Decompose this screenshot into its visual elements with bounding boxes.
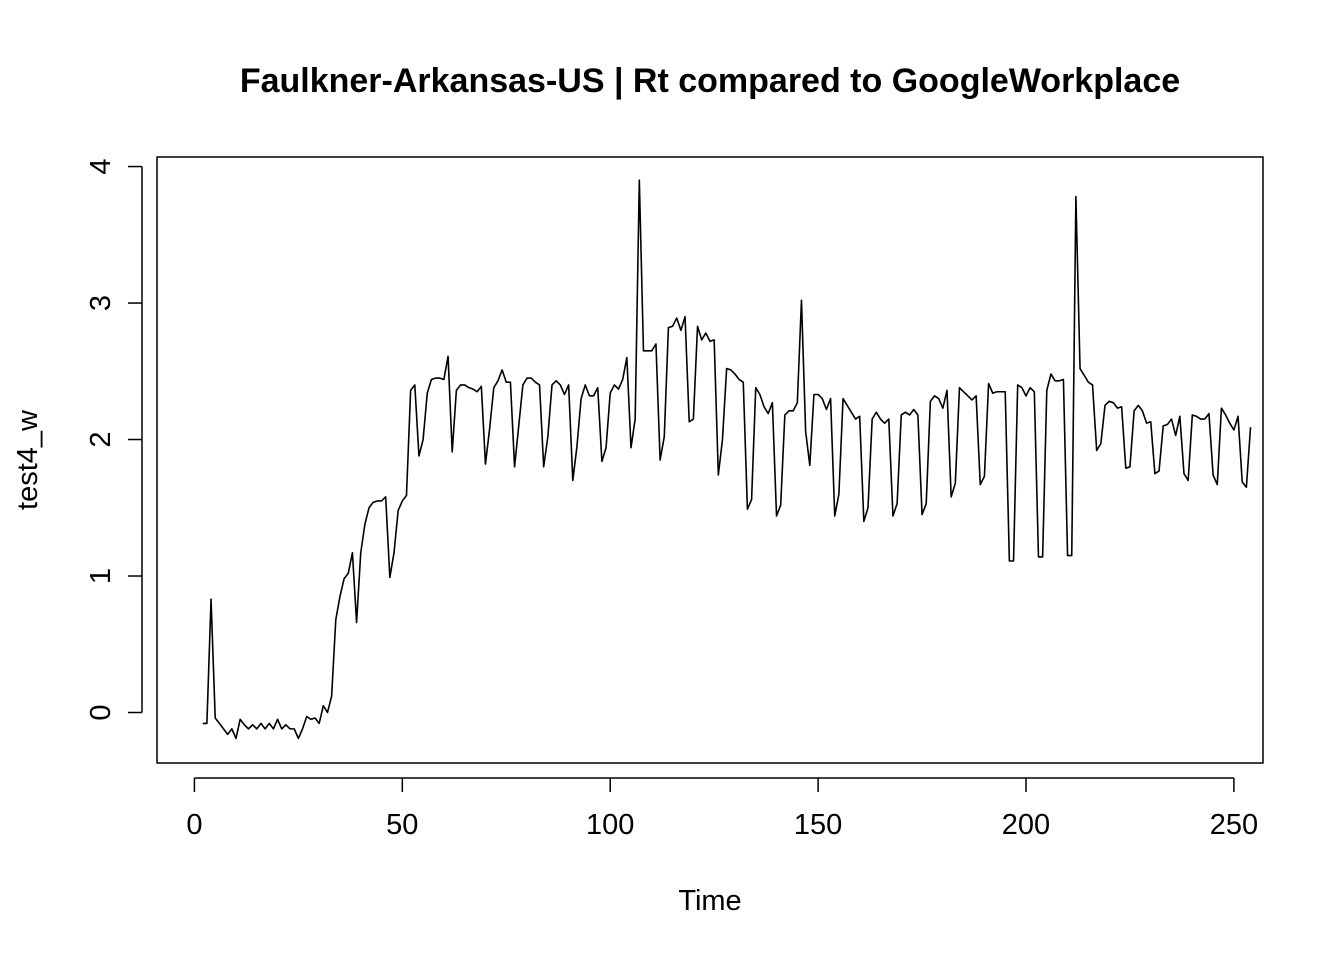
chart-title: Faulkner-Arkansas-US | Rt compared to Go… xyxy=(240,62,1180,100)
x-axis-label: Time xyxy=(678,885,741,917)
y-tick-label: 4 xyxy=(85,158,117,174)
y-tick-label: 3 xyxy=(85,295,117,311)
series-line-1 xyxy=(202,179,1252,740)
x-tick-label: 0 xyxy=(186,809,202,841)
x-tick-label: 200 xyxy=(1002,809,1050,841)
y-tick-label: 1 xyxy=(85,568,117,584)
x-tick-label: 150 xyxy=(794,809,842,841)
plot-frame xyxy=(156,156,1264,764)
y-tick-label: 0 xyxy=(85,704,117,720)
x-tick-label: 100 xyxy=(586,809,634,841)
series-layer xyxy=(202,179,1252,740)
x-axis: 0 50 100 150 200 250 xyxy=(186,777,1258,841)
y-axis-label: test4_w xyxy=(12,409,44,510)
y-tick-label: 2 xyxy=(85,431,117,447)
y-axis: 0 1 2 3 4 xyxy=(85,158,143,721)
x-tick-label: 250 xyxy=(1210,809,1258,841)
x-tick-label: 50 xyxy=(386,809,418,841)
